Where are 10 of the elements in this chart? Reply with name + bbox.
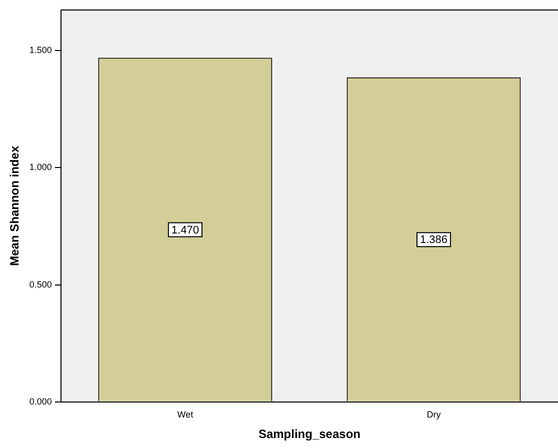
x-tick-label: Wet xyxy=(177,410,194,420)
y-axis-title: Mean Shannon index xyxy=(8,146,22,266)
x-tick-label: Dry xyxy=(426,410,442,420)
x-axis-title: Sampling_season xyxy=(258,427,360,442)
data-label: 1.470 xyxy=(171,224,199,236)
y-tick-label: 1.500 xyxy=(29,45,52,56)
y-tick-label: 0.500 xyxy=(29,279,52,290)
y-tick-label: 1.000 xyxy=(29,162,52,172)
data-label: 1.386 xyxy=(420,234,448,246)
y-tick-label: 0.000 xyxy=(29,396,52,406)
